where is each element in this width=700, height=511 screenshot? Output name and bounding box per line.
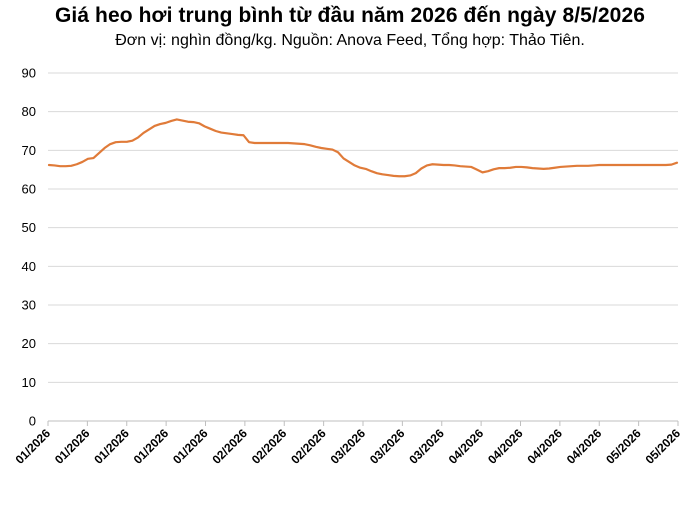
x-tick-label: 03/2026	[367, 426, 408, 467]
x-tick-label: 04/2026	[446, 426, 487, 467]
x-axis-ticks: 01/202601/202601/202601/202601/202602/20…	[13, 426, 684, 467]
x-tick-label: 04/2026	[564, 426, 605, 467]
y-tick-label: 0	[29, 414, 36, 429]
x-tick-label: 01/2026	[13, 426, 54, 467]
gridlines	[48, 72, 678, 422]
x-tick-label: 01/2026	[170, 426, 211, 467]
y-tick-label: 10	[22, 375, 36, 390]
x-tick-label: 01/2026	[91, 426, 132, 467]
y-tick-label: 20	[22, 336, 36, 351]
x-tick-label: 02/2026	[249, 426, 290, 467]
y-tick-label: 80	[22, 104, 36, 119]
x-tick-label: 02/2026	[288, 426, 329, 467]
y-tick-label: 90	[22, 66, 36, 81]
series-line	[47, 118, 679, 178]
x-tick-label: 02/2026	[209, 426, 250, 467]
x-tick-label: 04/2026	[524, 426, 565, 467]
x-tick-label: 04/2026	[485, 426, 526, 467]
x-tick-label: 01/2026	[131, 426, 172, 467]
x-tick-label: 01/2026	[52, 426, 93, 467]
y-tick-label: 30	[22, 298, 36, 313]
y-tick-label: 70	[22, 143, 36, 158]
y-axis-ticks: 0 10 20 30 40 50 60 70 80 90	[22, 66, 36, 429]
y-tick-label: 40	[22, 259, 36, 274]
x-tick-label: 05/2026	[643, 426, 684, 467]
x-tick-label: 03/2026	[328, 426, 369, 467]
chart-title: Giá heo hơi trung bình từ đầu năm 2026 đ…	[54, 4, 646, 27]
x-tick-label: 05/2026	[603, 426, 644, 467]
y-tick-label: 60	[22, 182, 36, 197]
x-tick-label: 03/2026	[406, 426, 447, 467]
chart-subtitle: Đơn vị: nghìn đồng/kg. Nguồn: Anova Feed…	[115, 32, 585, 49]
y-tick-label: 50	[22, 220, 36, 235]
x-axis-tickmarks	[47, 421, 679, 426]
